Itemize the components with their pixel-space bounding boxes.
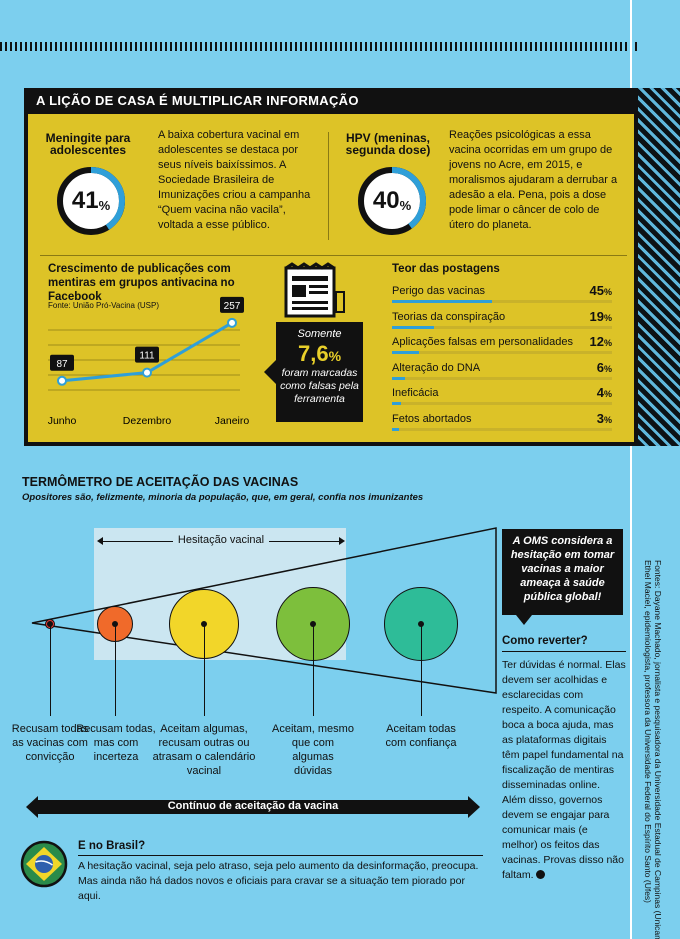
oms-callout-pointer	[516, 615, 532, 625]
oms-callout-text: A OMS considera a hesitação em tomar vac…	[510, 535, 615, 603]
top-stripe-decoration	[0, 42, 640, 51]
acceptance-stem	[115, 624, 116, 716]
termometro-title: TERMÔMETRO DE ACEITAÇÃO DAS VACINAS	[22, 475, 299, 489]
teor-bar	[392, 402, 401, 405]
teor-row: Perigo das vacinas 45%	[392, 283, 612, 308]
teor-bar-track	[392, 427, 612, 431]
margin-line	[630, 0, 632, 939]
data-label-box	[135, 346, 159, 363]
acceptance-stem	[421, 624, 422, 716]
credits: Fontes: Dayane Machado, jornalista e pes…	[643, 560, 663, 939]
brasil-rule	[78, 855, 483, 856]
teor-bar-track	[392, 325, 612, 329]
teor-bar	[392, 427, 399, 431]
teor-value-label: 4%	[596, 385, 612, 400]
data-label: 257	[224, 301, 241, 312]
teor-category-label: Perigo das vacinas	[392, 285, 485, 297]
teor-row: Fetos abortados 3%	[392, 411, 612, 436]
somente-box: Somente 7,6% foram marcadas como falsas …	[264, 322, 363, 422]
data-label: 111	[139, 351, 155, 362]
hatch-decoration	[638, 88, 680, 446]
hpv-ring: 40%	[356, 165, 428, 237]
panel-horizontal-divider	[40, 255, 627, 256]
growth-chart: 87 Junho 111 Dezembro 257 Janeiro	[48, 296, 250, 427]
data-label: 87	[56, 359, 68, 370]
acceptance-stem	[50, 624, 51, 716]
teor-row: Ineficácia 4%	[392, 385, 612, 410]
meningite-text: A baixa cobertura vacinal em adolescente…	[158, 129, 311, 231]
como-reverter-rule	[502, 651, 626, 652]
teor-bar	[392, 300, 492, 303]
teor-bar	[392, 376, 406, 380]
teor-bar-track	[392, 376, 612, 380]
teor-category-label: Ineficácia	[392, 387, 439, 399]
hpv-text: Reações psicológicas a essa vacina ocorr…	[449, 129, 618, 231]
growth-chart-title: Crescimento de publicações com mentiras …	[48, 263, 235, 303]
teor-bar-track	[392, 300, 612, 303]
acceptance-group-label: Recusam todas, mas com incerteza	[76, 723, 156, 763]
data-point	[142, 367, 152, 378]
acceptance-stem	[313, 624, 314, 716]
teor-bar	[392, 325, 435, 329]
newspaper-icon	[284, 262, 346, 320]
continuum-arrow: Contínuo de aceitação da vacina	[26, 796, 480, 818]
teor-row: Aplicações falsas em personalidades 12%	[392, 334, 612, 359]
credits-text: Fontes: Dayane Machado, jornalista e pes…	[643, 560, 663, 939]
x-tick-label: Dezembro	[123, 415, 172, 427]
data-label-box	[50, 354, 74, 371]
data-label-box	[220, 296, 244, 313]
growth-chart-source: Fonte: União Pró-Vacina (USP)	[48, 301, 160, 310]
acceptance-group-label: Recusam todas as vacinas com convicção	[11, 723, 89, 763]
teor-bar	[392, 351, 419, 354]
teor-value-label: 3%	[596, 410, 612, 426]
meningite-title: Meningite para adolescentes	[45, 131, 131, 157]
teor-category-label: Alteração do DNA	[392, 361, 481, 374]
somente-caption: foram marcadas como falsas pela ferramen…	[280, 367, 359, 405]
hesitacao-label: Hesitação vacinal	[172, 534, 270, 546]
end-bullet-icon	[536, 870, 546, 879]
termometro-subtitle: Opositores são, felizmente, minoria da p…	[22, 492, 424, 503]
brasil-title: E no Brasil?	[78, 840, 146, 852]
como-reverter-title: Como reverter?	[502, 635, 588, 647]
oms-callout: A OMS considera a hesitação em tomar vac…	[502, 529, 623, 625]
continuum-label: Contínuo de aceitação da vacina	[167, 800, 339, 812]
hpv-title: HPV (meninas, segunda dose)	[345, 131, 431, 157]
meningite-percent: 41%	[71, 187, 111, 214]
data-point	[227, 317, 237, 328]
teor-bar-track	[392, 402, 612, 405]
x-tick-label: Janeiro	[215, 415, 250, 427]
data-point	[57, 375, 67, 386]
teor-category-label: Aplicações falsas em personalidades	[392, 336, 573, 348]
teor-row: Alteração do DNA 6%	[392, 360, 612, 385]
acceptance-group-label: Aceitam todas com confiança	[385, 723, 457, 749]
teor-value-label: 19%	[589, 308, 612, 324]
teor-title: Teor das postagens	[392, 263, 500, 275]
acceptance-group-label: Aceitam, mesmo que com algumas dúvidas	[272, 723, 354, 777]
somente-value: 7,6%	[297, 341, 342, 366]
somente-box-pointer	[264, 360, 276, 384]
acceptance-stem	[204, 624, 205, 716]
acceptance-group-label: Aceitam algumas, recusam outras ou atras…	[152, 723, 256, 777]
teor-value-label: 6%	[596, 359, 612, 375]
teor-row: Teorias da conspiração 19%	[392, 309, 612, 334]
x-tick-label: Junho	[48, 415, 77, 427]
somente-label: Somente	[297, 328, 342, 340]
hesitacao-arrow: Hesitação vacinal	[97, 534, 345, 549]
teor-category-label: Fetos abortados	[392, 412, 472, 425]
brazil-flag-icon	[20, 834, 68, 894]
como-reverter-text: Ter dúvidas é normal. Elas devem ser aco…	[502, 659, 626, 881]
teor-category-label: Teorias da conspiração	[392, 310, 506, 323]
meningite-ring: 41%	[55, 165, 127, 237]
teor-value-label: 45%	[589, 283, 612, 298]
teor-value-label: 12%	[589, 334, 612, 349]
panel-vertical-divider	[328, 132, 329, 240]
teor-bar-track	[392, 351, 612, 354]
acceptance-cone	[31, 527, 497, 694]
brasil-text: A hesitação vacinal, seja pelo atraso, s…	[78, 860, 479, 902]
hpv-percent: 40%	[372, 187, 412, 214]
section-header-band: A LIÇÃO DE CASA É MULTIPLICAR INFORMAÇÃO	[24, 88, 638, 114]
section-header-title: A LIÇÃO DE CASA É MULTIPLICAR INFORMAÇÃO	[36, 93, 359, 108]
